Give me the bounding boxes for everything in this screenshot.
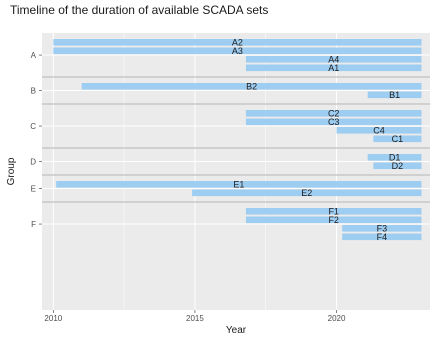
bar-label-c2: C2 bbox=[328, 109, 340, 119]
x-axis: 2010 2015 2020 bbox=[44, 310, 346, 323]
y-axis: A B C D E F bbox=[30, 51, 42, 229]
bar-label-f1: F1 bbox=[328, 207, 339, 217]
bar-e2 bbox=[192, 189, 422, 197]
bar-f3 bbox=[342, 225, 422, 232]
bar-c4 bbox=[336, 127, 422, 134]
x-tick-label-2015: 2015 bbox=[186, 314, 204, 323]
x-tick-label-2010: 2010 bbox=[44, 314, 62, 323]
bar-label-a1: A1 bbox=[328, 63, 339, 73]
bar-b2 bbox=[81, 83, 422, 90]
y-tick-label-b: B bbox=[31, 87, 36, 96]
plot-panel bbox=[42, 33, 430, 310]
y-tick-label-c: C bbox=[30, 122, 36, 131]
bar-label-c4: C4 bbox=[373, 126, 385, 136]
y-axis-title: Group bbox=[6, 157, 17, 185]
bar-label-d1: D1 bbox=[389, 153, 401, 163]
bar-c3 bbox=[245, 118, 422, 126]
bar-label-b2: B2 bbox=[246, 82, 257, 92]
bar-a2 bbox=[53, 39, 422, 46]
bar-e1 bbox=[56, 181, 422, 188]
bar-label-d2: D2 bbox=[392, 161, 404, 171]
x-axis-title: Year bbox=[226, 325, 247, 336]
bar-c2 bbox=[245, 110, 422, 117]
bar-b1 bbox=[367, 91, 422, 99]
bar-label-e2: E2 bbox=[301, 188, 312, 198]
bar-label-a2: A2 bbox=[232, 38, 243, 48]
bar-label-f4: F4 bbox=[377, 232, 388, 242]
bar-a3 bbox=[53, 47, 422, 55]
bar-f4 bbox=[342, 233, 422, 241]
bar-label-f3: F3 bbox=[377, 224, 388, 234]
bars bbox=[53, 39, 422, 241]
y-tick-label-e: E bbox=[31, 185, 36, 194]
bar-d2 bbox=[373, 162, 422, 170]
y-tick-label-f: F bbox=[31, 220, 36, 229]
bar-f1 bbox=[245, 208, 422, 215]
bar-c1 bbox=[373, 135, 422, 143]
grid-lines bbox=[42, 33, 430, 310]
x-tick-label-2020: 2020 bbox=[328, 314, 346, 323]
y-tick-label-d: D bbox=[30, 158, 36, 167]
bar-label-a3: A3 bbox=[232, 46, 243, 56]
bar-label-c3: C3 bbox=[328, 117, 340, 127]
chart-title: Timeline of the duration of available SC… bbox=[10, 3, 269, 17]
bar-a4 bbox=[245, 56, 422, 63]
bar-label-c1: C1 bbox=[392, 134, 404, 144]
bar-label-a4: A4 bbox=[328, 55, 339, 65]
bar-label-b1: B1 bbox=[389, 90, 400, 100]
bar-d1 bbox=[367, 154, 422, 161]
bar-f2 bbox=[245, 216, 422, 224]
bar-label-f2: F2 bbox=[328, 215, 339, 225]
bar-a1 bbox=[245, 64, 422, 72]
bar-label-e1: E1 bbox=[233, 180, 244, 190]
y-tick-label-a: A bbox=[31, 51, 37, 60]
